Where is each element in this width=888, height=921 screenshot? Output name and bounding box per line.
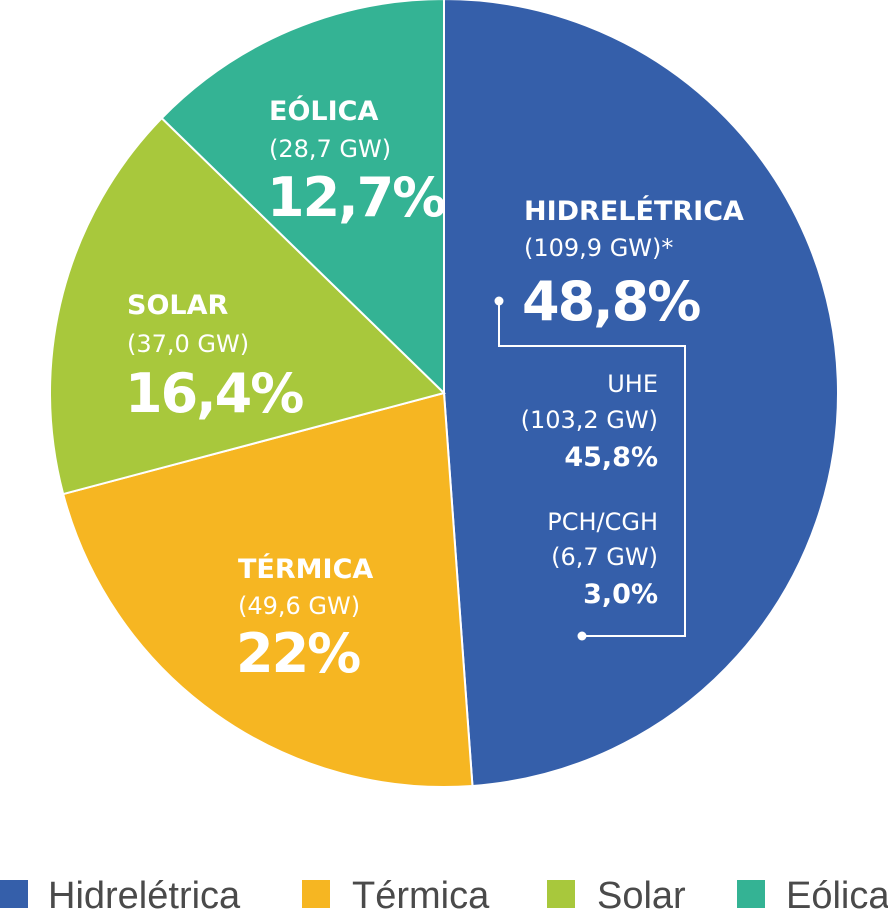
sub-capacity-uhe: (103,2 GW) — [521, 406, 658, 434]
sub-capacity-pch-cgh: (6,7 GW) — [551, 543, 658, 571]
legend-swatch-hidreletrica — [0, 880, 28, 908]
legend-item-hidreletrica: Hidrelétrica — [0, 875, 241, 917]
pie-slice-solar — [49, 116, 446, 496]
slice-label-solar: SOLAR — [127, 290, 228, 321]
label-group-termica: TÉRMICA (49,6 GW) 22% — [236, 553, 373, 685]
slice-capacity-hidreletrica: (109,9 GW)* — [524, 234, 673, 262]
sub-label-uhe: UHE — [607, 370, 658, 398]
legend-swatch-solar — [547, 880, 575, 908]
pie-slices — [49, 0, 839, 788]
legend-item-solar: Solar — [547, 875, 686, 917]
slice-percent-eolica: 12,7% — [267, 166, 445, 229]
legend-label-hidreletrica: Hidrelétrica — [48, 875, 241, 917]
bracket-dot-top — [494, 296, 504, 306]
slice-percent-hidreletrica: 48,8% — [522, 270, 700, 333]
legend-label-eolica: Eólica — [786, 875, 888, 917]
label-group-hidreletrica: HIDRELÉTRICA (109,9 GW)* 48,8% — [522, 195, 744, 333]
slice-capacity-solar: (37,0 GW) — [127, 330, 249, 358]
legend-swatch-termica — [302, 880, 330, 908]
legend-label-termica: Térmica — [352, 875, 490, 917]
sub-breakdown-pch-cgh: PCH/CGH (6,7 GW) 3,0% — [547, 508, 658, 610]
sub-percent-pch-cgh: 3,0% — [583, 579, 658, 610]
slice-capacity-eolica: (28,7 GW) — [269, 135, 391, 163]
slice-percent-termica: 22% — [236, 622, 360, 685]
legend-item-termica: Térmica — [302, 875, 490, 917]
sub-label-pch-cgh: PCH/CGH — [547, 508, 658, 536]
label-group-solar: SOLAR (37,0 GW) 16,4% — [125, 290, 305, 425]
pie-slice-eolica — [160, 0, 445, 396]
sub-percent-uhe: 45,8% — [564, 442, 658, 473]
legend-item-eolica: Eólica — [737, 875, 888, 917]
slice-label-hidreletrica: HIDRELÉTRICA — [524, 195, 744, 227]
legend-label-solar: Solar — [597, 875, 686, 917]
slice-label-termica: TÉRMICA — [238, 553, 373, 585]
sub-breakdown-uhe: UHE (103,2 GW) 45,8% — [521, 370, 658, 473]
legend: Hidrelétrica Térmica Solar Eólica — [0, 875, 888, 917]
slice-label-eolica: EÓLICA — [269, 95, 378, 127]
label-group-eolica: EÓLICA (28,7 GW) 12,7% — [267, 95, 447, 229]
bracket-dot-bottom — [577, 631, 587, 641]
breakdown-bracket — [494, 296, 686, 641]
legend-swatch-eolica — [737, 880, 765, 908]
pie-slice-termica — [61, 391, 474, 788]
slice-capacity-termica: (49,6 GW) — [238, 592, 360, 620]
pie-slice-hidreletrica — [443, 0, 839, 788]
slice-percent-solar: 16,4% — [125, 362, 303, 425]
